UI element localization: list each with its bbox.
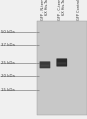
Text: 50 kDa: 50 kDa xyxy=(1,30,15,34)
Text: 20 kDa: 20 kDa xyxy=(1,74,15,78)
Text: GFP Control: GFP Control xyxy=(77,0,81,20)
FancyBboxPatch shape xyxy=(57,62,66,64)
Text: GFP - C-terminal
6X His-Tag: GFP - C-terminal 6X His-Tag xyxy=(58,0,66,20)
Text: 25 kDa: 25 kDa xyxy=(1,61,15,65)
Text: 37 kDa: 37 kDa xyxy=(1,43,15,47)
Text: GFP - N-terminal
6X His-Tag: GFP - N-terminal 6X His-Tag xyxy=(41,0,49,20)
Text: 15 kDa: 15 kDa xyxy=(1,88,15,92)
Bar xyxy=(37,21,87,115)
FancyBboxPatch shape xyxy=(40,61,50,68)
FancyBboxPatch shape xyxy=(40,65,49,67)
FancyBboxPatch shape xyxy=(56,58,67,67)
